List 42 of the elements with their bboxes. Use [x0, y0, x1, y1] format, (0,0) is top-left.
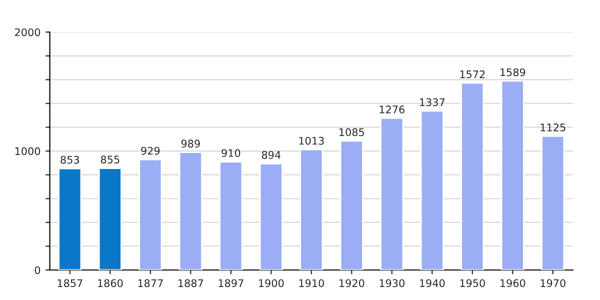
- bar: [380, 118, 404, 270]
- x-tick-label: 1860: [98, 279, 123, 288]
- x-tick-label: 1930: [380, 279, 404, 288]
- bar: [259, 162, 283, 270]
- y-tick-label: 1000: [15, 147, 40, 156]
- data-label: 853: [60, 156, 80, 164]
- y-tick-label: 2000: [15, 28, 40, 36]
- x-tick-label: 1887: [178, 279, 204, 288]
- bar: [541, 135, 565, 270]
- x-tick-label: 1857: [58, 279, 82, 288]
- bar: [500, 80, 524, 270]
- data-label: 989: [181, 140, 200, 148]
- x-tick-label: 1950: [460, 279, 485, 288]
- x-tick-label: 1940: [420, 279, 445, 288]
- x-tick-label: 1970: [540, 279, 566, 288]
- data-label: 1013: [299, 136, 324, 145]
- data-label: 1085: [340, 128, 364, 136]
- x-tick-label: 1877: [138, 279, 163, 288]
- data-label: 1589: [500, 68, 526, 76]
- x-tick-label: 1897: [218, 279, 244, 288]
- data-label: 1572: [460, 70, 485, 78]
- bar: [178, 152, 202, 270]
- bar: [58, 168, 82, 270]
- data-label: 910: [222, 149, 240, 157]
- data-label: 1337: [420, 98, 445, 106]
- y-tick-label: 0: [34, 266, 40, 274]
- bar: [460, 82, 484, 270]
- bar: [300, 148, 324, 270]
- bar: [98, 168, 122, 270]
- data-label: 929: [141, 146, 160, 155]
- bar: [219, 161, 243, 270]
- bar: [340, 140, 364, 270]
- data-label: 1125: [540, 124, 566, 132]
- bar: [138, 158, 162, 270]
- data-label: 855: [100, 156, 120, 164]
- data-label: 894: [262, 150, 281, 159]
- bar: [420, 110, 444, 270]
- data-label: 1276: [380, 106, 404, 114]
- x-tick-label: 1960: [500, 279, 526, 288]
- x-tick-label: 1900: [259, 279, 284, 288]
- x-tick-label: 1920: [340, 279, 364, 288]
- x-tick-label: 1910: [299, 279, 324, 288]
